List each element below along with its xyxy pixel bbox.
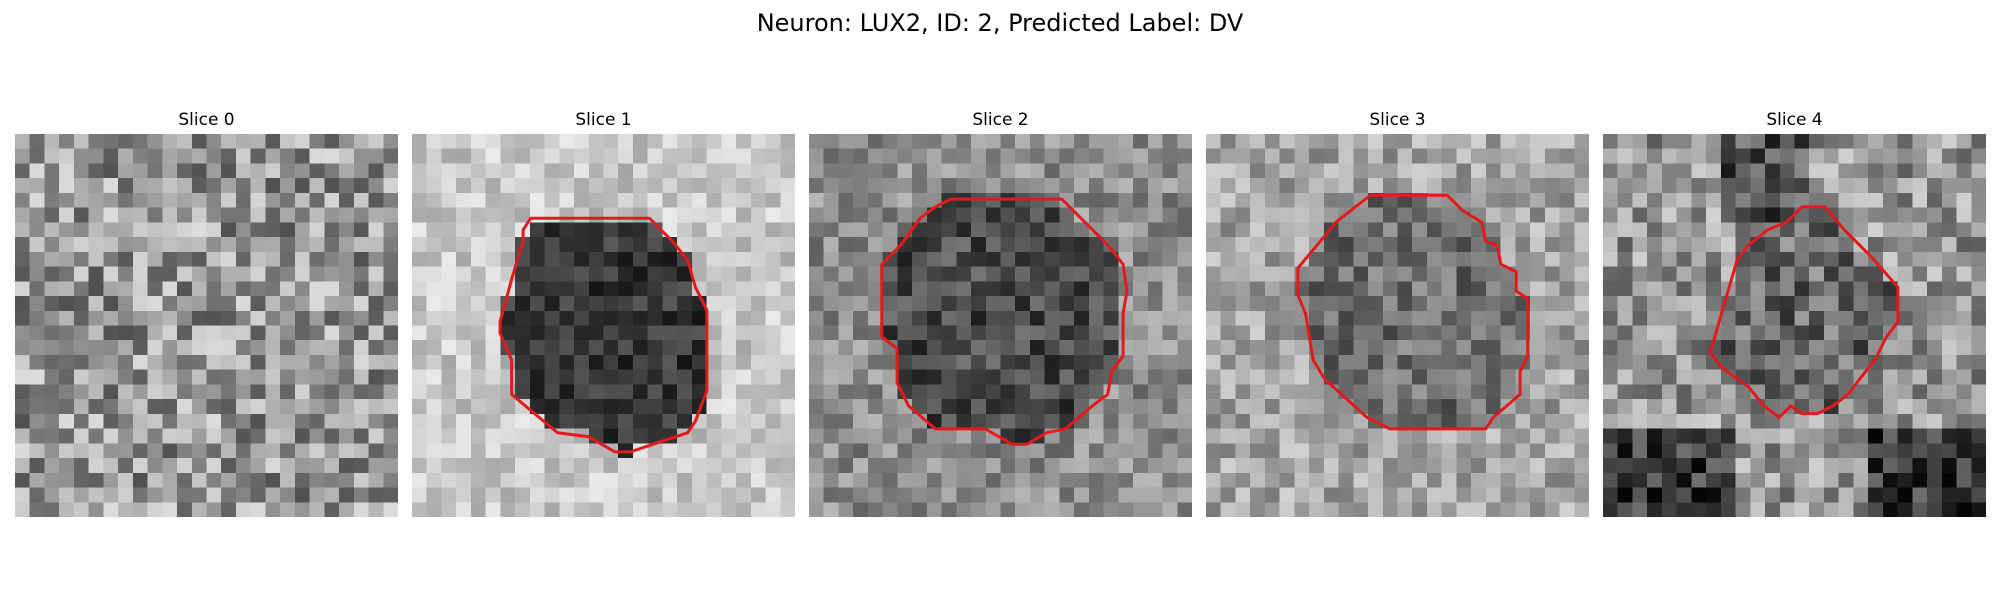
slice-title-0: Slice 0 <box>178 110 235 130</box>
slice-pixels-4 <box>1603 134 1986 517</box>
slice-image-0 <box>15 134 398 517</box>
slice-pixels-0 <box>15 134 398 517</box>
roi-contour <box>1708 205 1900 419</box>
slice-title-4: Slice 4 <box>1766 110 1823 130</box>
contour-overlay-1 <box>498 216 709 454</box>
slice-pixels-1 <box>412 134 795 517</box>
contour-overlay-3 <box>1296 193 1530 431</box>
slice-title-3: Slice 3 <box>1369 110 1426 130</box>
roi-contour <box>498 216 709 454</box>
slice-image-3 <box>1206 134 1589 517</box>
slice-image-1 <box>412 134 795 517</box>
roi-contour <box>880 197 1129 446</box>
slice-title-2: Slice 2 <box>972 110 1029 130</box>
contour-overlay-4 <box>1708 205 1900 419</box>
slice-title-1: Slice 1 <box>575 110 632 130</box>
slice-image-4 <box>1603 134 1986 517</box>
contour-overlay-0 <box>15 134 398 517</box>
contour-overlay-2 <box>880 197 1129 446</box>
figure-title: Neuron: LUX2, ID: 2, Predicted Label: DV <box>756 9 1244 37</box>
slice-pixels-3 <box>1206 134 1589 517</box>
slice-image-2 <box>809 134 1192 517</box>
roi-contour <box>1296 193 1530 431</box>
